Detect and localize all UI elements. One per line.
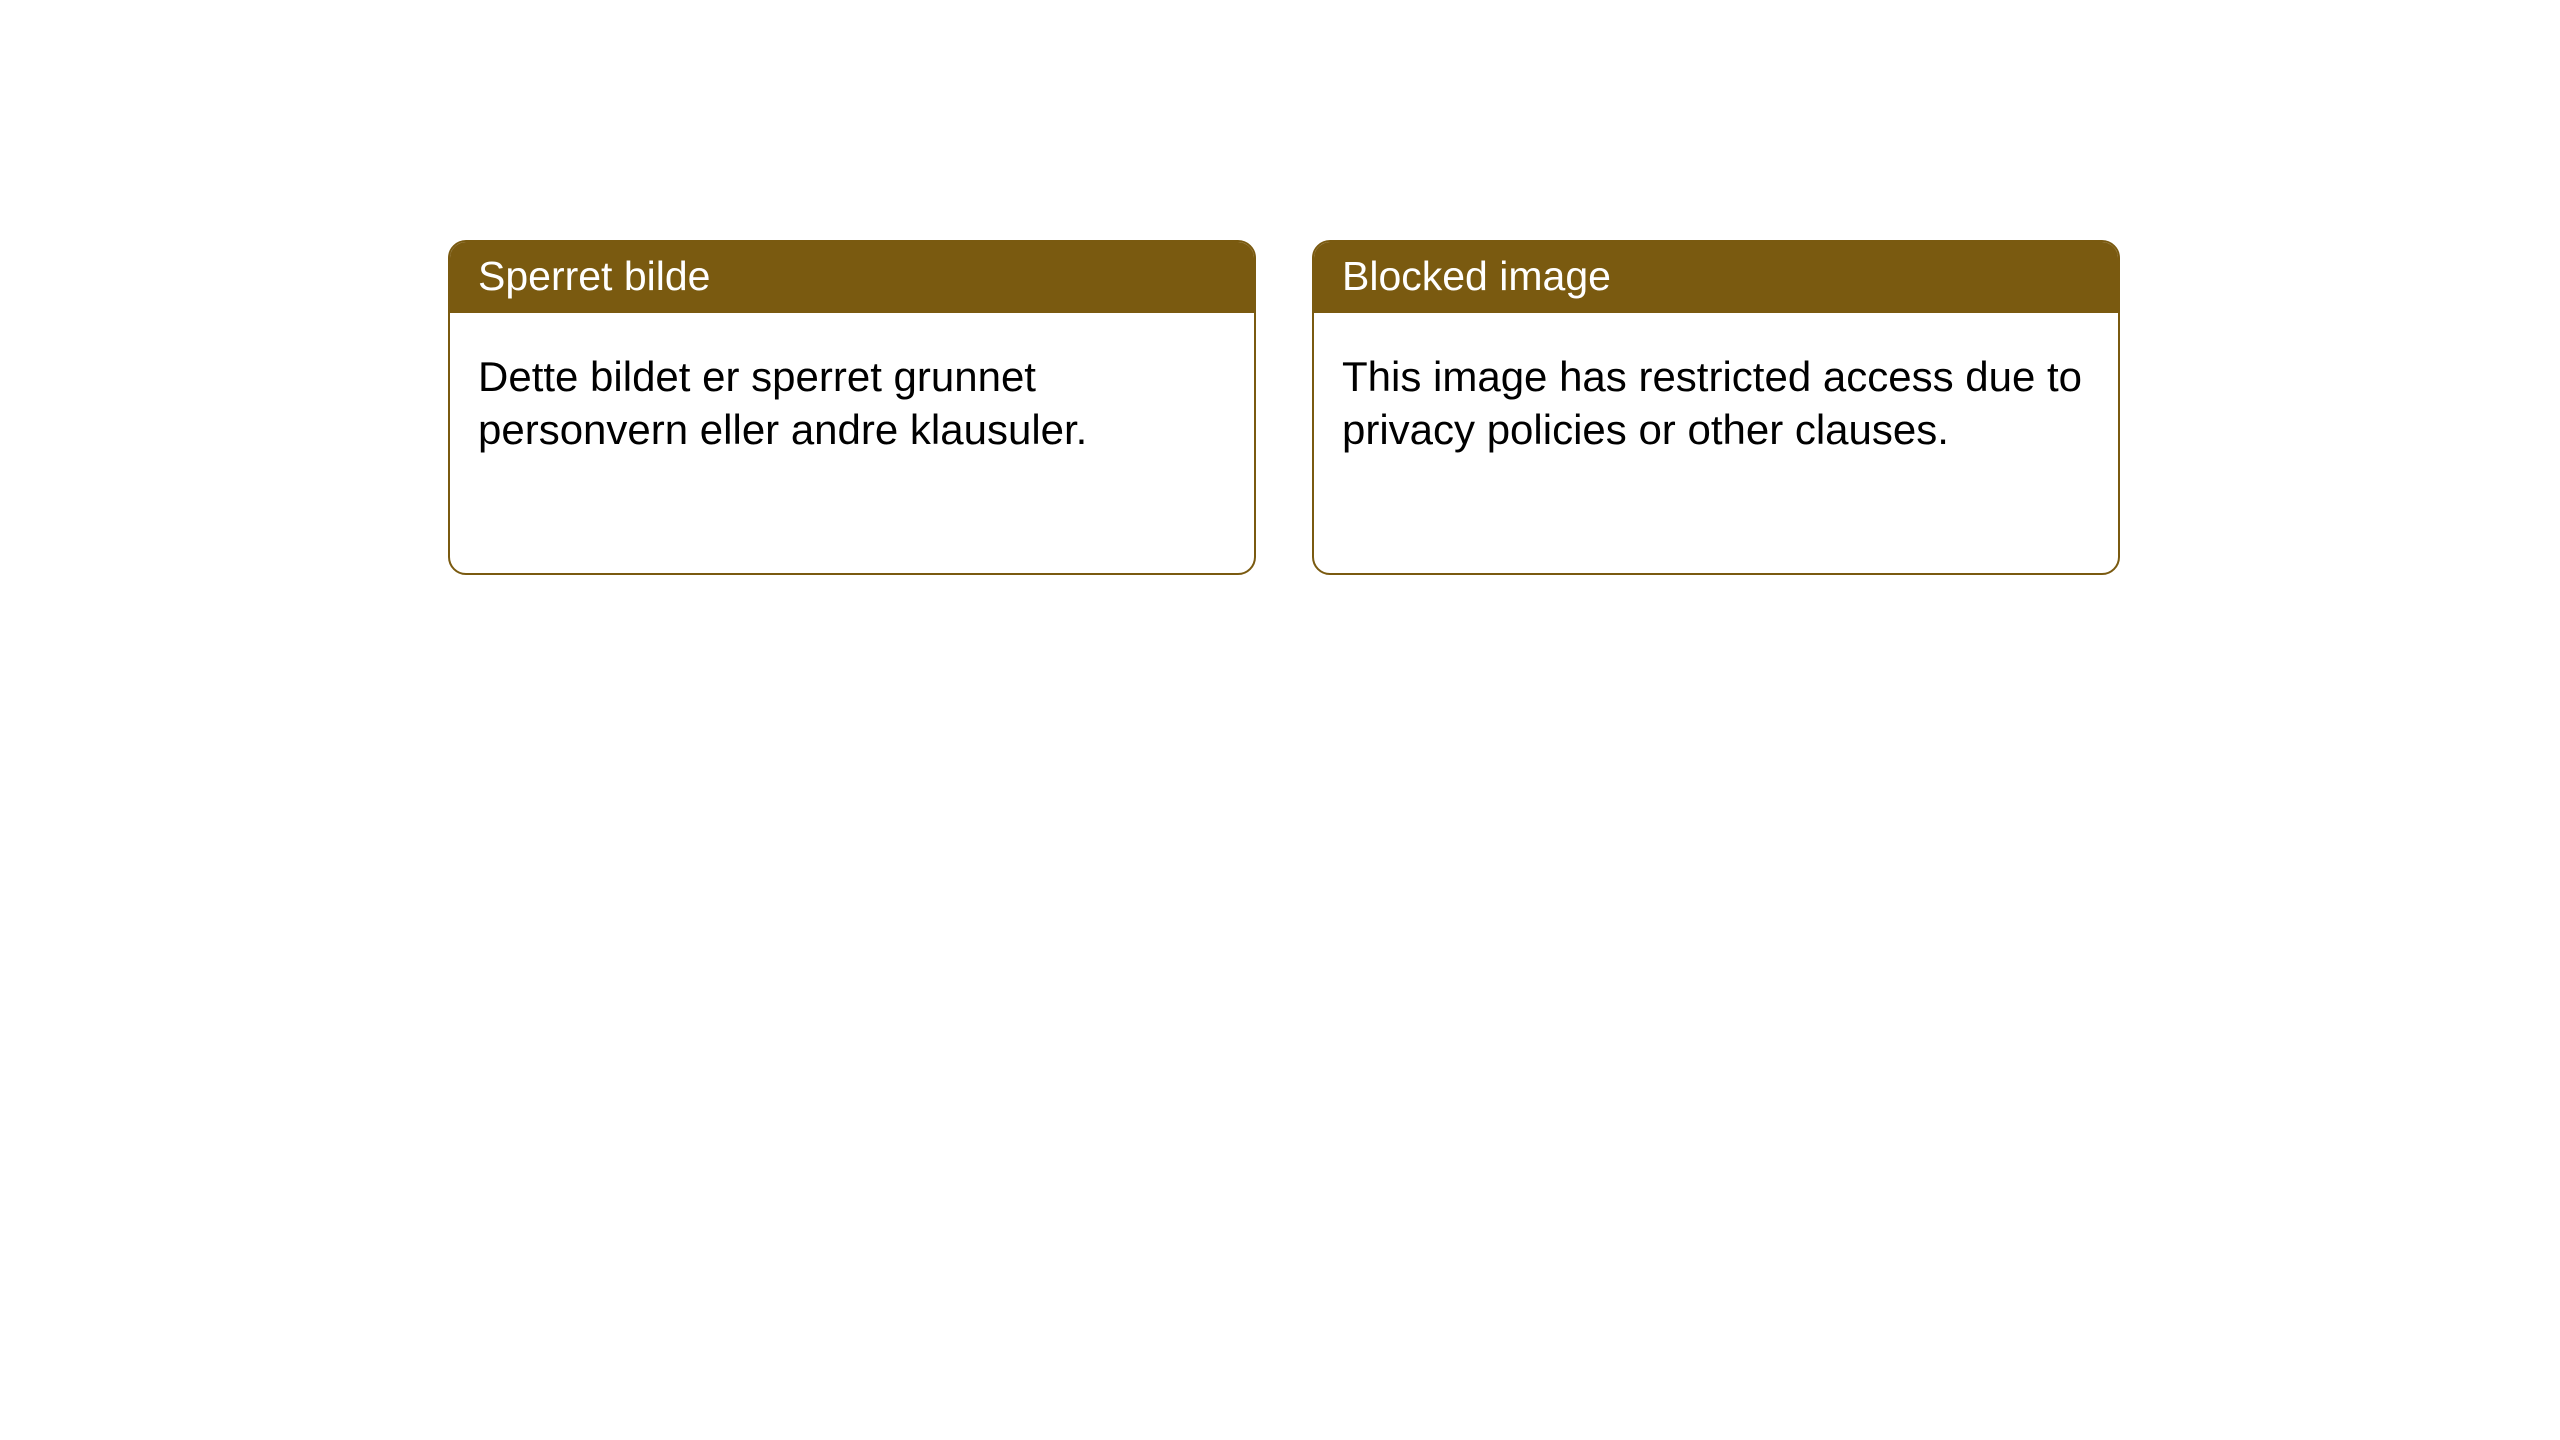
card-body: Dette bildet er sperret grunnet personve… [450,313,1254,477]
notice-card-english: Blocked image This image has restricted … [1312,240,2120,575]
notice-container: Sperret bilde Dette bildet er sperret gr… [0,0,2560,575]
card-header: Blocked image [1314,242,2118,313]
card-title: Blocked image [1342,253,1611,299]
card-body-text: This image has restricted access due to … [1342,353,2082,453]
notice-card-norwegian: Sperret bilde Dette bildet er sperret gr… [448,240,1256,575]
card-body-text: Dette bildet er sperret grunnet personve… [478,353,1087,453]
card-header: Sperret bilde [450,242,1254,313]
card-title: Sperret bilde [478,253,710,299]
card-body: This image has restricted access due to … [1314,313,2118,477]
